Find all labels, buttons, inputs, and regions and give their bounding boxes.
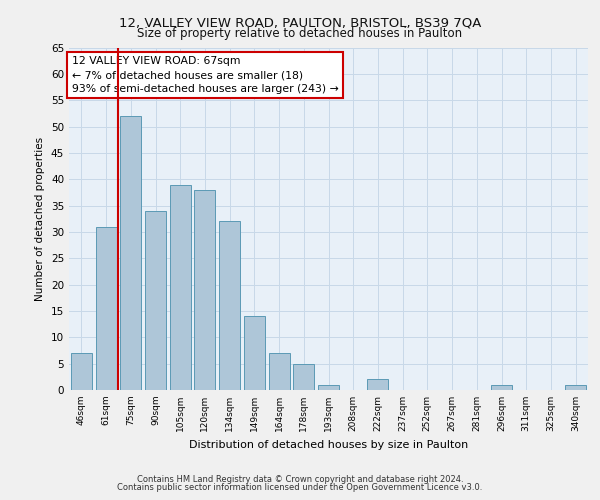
Bar — [120, 116, 141, 390]
Text: Size of property relative to detached houses in Paulton: Size of property relative to detached ho… — [137, 27, 463, 40]
Text: 12 VALLEY VIEW ROAD: 67sqm
← 7% of detached houses are smaller (18)
93% of semi-: 12 VALLEY VIEW ROAD: 67sqm ← 7% of detac… — [71, 56, 338, 94]
Y-axis label: Number of detached properties: Number of detached properties — [35, 136, 46, 301]
Bar — [293, 364, 314, 390]
Bar — [194, 190, 215, 390]
Bar — [244, 316, 265, 390]
Bar — [318, 384, 339, 390]
Bar — [367, 380, 388, 390]
Bar — [71, 353, 92, 390]
Text: Contains HM Land Registry data © Crown copyright and database right 2024.: Contains HM Land Registry data © Crown c… — [137, 475, 463, 484]
Bar — [269, 353, 290, 390]
Text: 12, VALLEY VIEW ROAD, PAULTON, BRISTOL, BS39 7QA: 12, VALLEY VIEW ROAD, PAULTON, BRISTOL, … — [119, 16, 481, 29]
Text: Contains public sector information licensed under the Open Government Licence v3: Contains public sector information licen… — [118, 483, 482, 492]
X-axis label: Distribution of detached houses by size in Paulton: Distribution of detached houses by size … — [189, 440, 468, 450]
Bar — [145, 211, 166, 390]
Bar — [491, 384, 512, 390]
Bar — [219, 222, 240, 390]
Bar — [95, 226, 116, 390]
Bar — [170, 184, 191, 390]
Bar — [565, 384, 586, 390]
